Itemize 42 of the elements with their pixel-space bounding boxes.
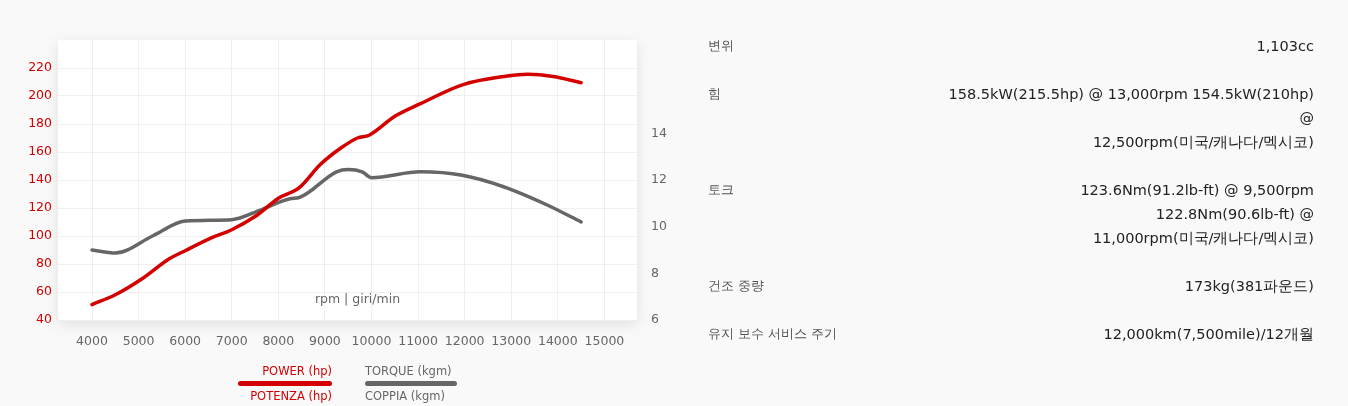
text: POWER (hp) POTENZA (hp) <box>249 363 332 405</box>
x-tick-label: 9000 <box>309 332 341 348</box>
x-tick-label: 11000 <box>398 332 438 348</box>
x-tick-label: 8000 <box>262 332 295 348</box>
x-tick-label: 12000 <box>444 332 485 348</box>
text: 123.6Nm(91.2lb-ft) @ 9,500rpm 122.8Nm(90.6lb-ft) @ 11,000rpm(미국/캐나다/멕시코) <box>1080 181 1314 248</box>
y-tick-label: 180 <box>28 115 53 131</box>
x-tick-label: 10000 <box>351 332 392 348</box>
x-axis-title: rpm | giri/min <box>314 291 401 307</box>
y-tick-label: 120 <box>28 199 53 215</box>
x-tick-label: 6000 <box>169 332 202 348</box>
category-label: 토크 <box>708 181 734 199</box>
y-tick-label: 220 <box>28 59 53 75</box>
y-tick-label: 100 <box>28 227 53 243</box>
text: TORQUE (kgm) COPPIA (kgm) <box>365 363 453 405</box>
line-series <box>90 72 583 307</box>
line-series <box>90 167 583 255</box>
y-tick-label: 140 <box>28 171 53 187</box>
x-tick-label: 7000 <box>215 332 248 348</box>
category-label: 힘 <box>708 85 721 103</box>
x-tick-label: 4000 <box>76 332 108 348</box>
x-tick-label: 14000 <box>537 332 578 348</box>
x-tick-label: 13000 <box>491 332 532 348</box>
category-label: 건조 중량 <box>708 277 765 295</box>
y-tick-label: 200 <box>28 87 53 103</box>
y2-tick-label: 8 <box>651 264 659 280</box>
y2-tick-label: 10 <box>651 217 667 233</box>
y-tick-label: 40 <box>36 311 53 327</box>
x-tick-label: 15000 <box>584 332 625 348</box>
x-tick-label: 5000 <box>122 332 155 348</box>
y-tick-label: 60 <box>36 283 53 299</box>
category-label: 유지 보수 서비스 주기 <box>708 325 838 343</box>
category-label: 변위 <box>708 37 734 55</box>
text: 1,103cc <box>1256 37 1314 56</box>
text: 173kg(381파운드) <box>1184 277 1314 296</box>
y-tick-label: 80 <box>36 255 53 271</box>
y2-tick-label: 12 <box>651 171 667 187</box>
y2-tick-label: 6 <box>651 311 659 327</box>
y-tick-label: 160 <box>28 143 53 159</box>
text: 158.5kW(215.5hp) @ 13,000rpm 154.5kW(210hp) @ 12,500rpm(미국/캐나다/멕시코) <box>948 85 1314 152</box>
y2-tick-label: 14 <box>651 124 667 140</box>
text: 12,000km(7,500mile)/12개월 <box>1103 325 1314 344</box>
